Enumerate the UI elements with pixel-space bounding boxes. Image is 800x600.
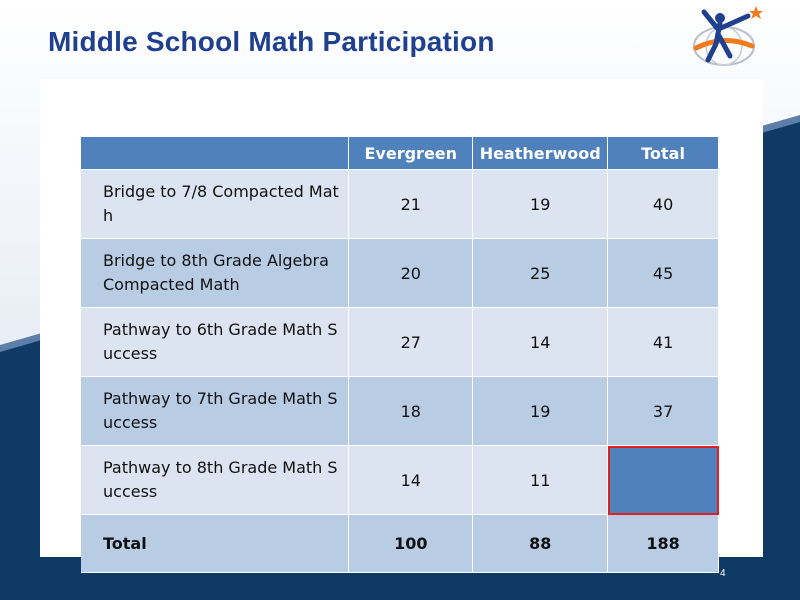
content-panel: Evergreen Heatherwood Total Bridge to 7/…	[40, 79, 763, 573]
total-evergreen: 100	[348, 514, 474, 573]
highlighted-blank-total-cell[interactable]	[607, 445, 719, 515]
table-row: Bridge to 8th Grade Algebra Compacted Ma…	[81, 238, 719, 308]
header-cell-blank	[81, 137, 350, 170]
row-label: Pathway to 8th Grade Math Success	[81, 445, 350, 515]
cell-total: 40	[607, 169, 719, 239]
row-label: Bridge to 8th Grade Algebra Compacted Ma…	[81, 238, 350, 308]
slide-title: Middle School Math Participation	[48, 26, 495, 57]
table-header-row: Evergreen Heatherwood Total	[81, 137, 719, 170]
row-label: Bridge to 7/8 Compacted Math	[81, 169, 350, 239]
table-row: Pathway to 7th Grade Math Success 18 19 …	[81, 376, 719, 446]
cell-evergreen: 20	[348, 238, 474, 308]
cell-heatherwood: 19	[472, 376, 609, 446]
header-cell-evergreen: Evergreen	[348, 137, 474, 170]
cell-evergreen: 14	[348, 445, 474, 515]
total-row: Total 100 88 188	[81, 514, 719, 573]
total-heatherwood: 88	[472, 514, 609, 573]
table-row: Pathway to 8th Grade Math Success 14 11	[81, 445, 719, 515]
row-label: Pathway to 6th Grade Math Success	[81, 307, 350, 377]
cell-total: 41	[607, 307, 719, 377]
header-cell-total: Total	[607, 137, 719, 170]
table-row: Bridge to 7/8 Compacted Math 21 19 40	[81, 169, 719, 239]
cell-heatherwood: 14	[472, 307, 609, 377]
total-row-label: Total	[81, 514, 350, 573]
person-reaching-star-icon	[693, 6, 763, 66]
cell-heatherwood: 19	[472, 169, 609, 239]
header-cell-heatherwood: Heatherwood	[472, 137, 609, 170]
cell-heatherwood: 11	[472, 445, 609, 515]
cell-heatherwood: 25	[472, 238, 609, 308]
cell-total: 37	[607, 376, 719, 446]
total-grand: 188	[607, 514, 719, 573]
cell-evergreen: 27	[348, 307, 474, 377]
table-row: Pathway to 6th Grade Math Success 27 14 …	[81, 307, 719, 377]
participation-table: Evergreen Heatherwood Total Bridge to 7/…	[81, 137, 719, 573]
cell-evergreen: 18	[348, 376, 474, 446]
page-number: 4	[720, 568, 726, 579]
row-label: Pathway to 7th Grade Math Success	[81, 376, 350, 446]
cell-total: 45	[607, 238, 719, 308]
cell-evergreen: 21	[348, 169, 474, 239]
